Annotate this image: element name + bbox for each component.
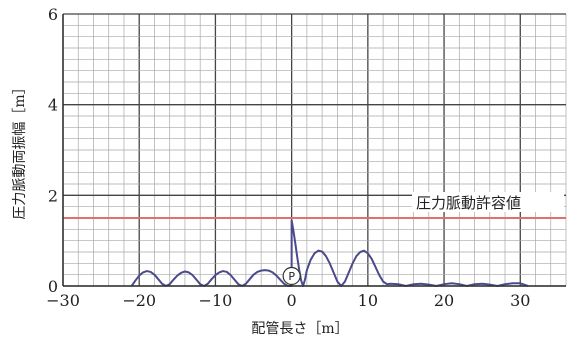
allowable-limit-label-bg [412,192,564,212]
y-tick-label: 2 [48,186,58,205]
pump-marker-label: P [288,270,295,283]
axes [62,14,566,287]
x-axis-title: 配管長さ［m］ [251,321,348,337]
reference-line-group: 圧力脈動許容値 [63,192,566,219]
series-line-0 [130,219,529,287]
tick-labels: −30 −20 −10 0 10 20 30 0 2 4 6 [46,5,530,310]
x-tick-label: −20 [122,291,156,310]
pump-marker-circle [282,266,301,286]
y-tick-label: 6 [48,5,58,24]
x-tick-label: −10 [199,291,233,310]
y-axis-title: 圧力脈動両振幅［m］ [12,80,28,219]
x-tick-label: 10 [358,291,378,310]
grid [62,13,567,287]
y-tick-label: 0 [48,277,58,296]
x-tick-label: 20 [434,291,454,310]
x-tick-label: 30 [510,291,530,310]
x-tick-label: 0 [287,291,297,310]
x-tick-label: −30 [46,291,80,310]
allowable-limit-label: 圧力脈動許容値 [416,194,521,212]
y-tick-label: 4 [48,96,58,115]
series-group: P [130,219,529,287]
